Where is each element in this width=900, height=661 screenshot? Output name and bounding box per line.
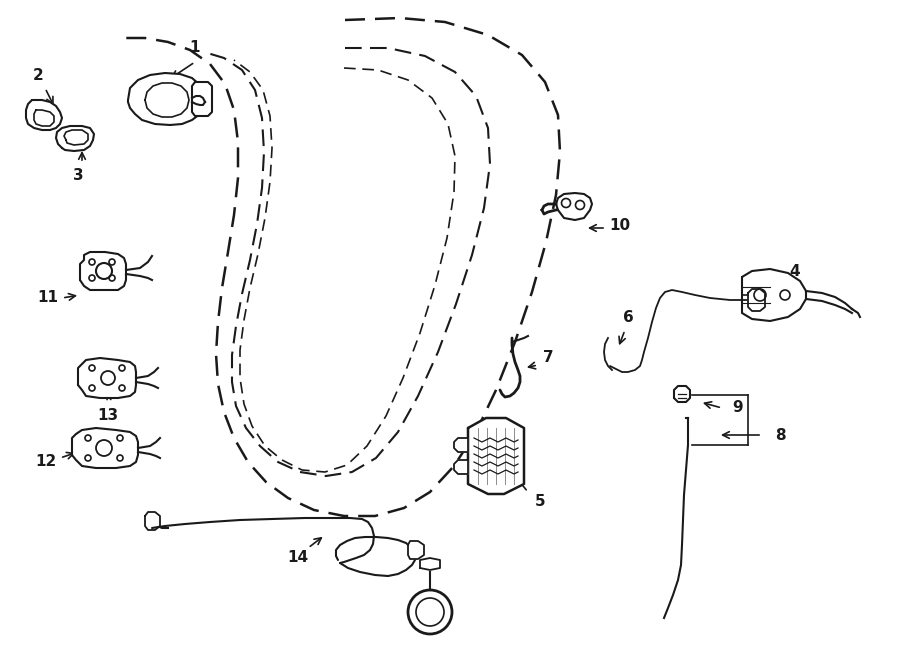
- Circle shape: [89, 385, 95, 391]
- Circle shape: [408, 590, 452, 634]
- Polygon shape: [192, 82, 212, 116]
- Circle shape: [89, 365, 95, 371]
- Text: 5: 5: [535, 494, 545, 510]
- Text: 1: 1: [190, 40, 200, 56]
- Text: 13: 13: [97, 407, 119, 422]
- Text: 6: 6: [623, 311, 634, 325]
- Circle shape: [85, 435, 91, 441]
- Text: 14: 14: [287, 551, 309, 566]
- Text: 9: 9: [733, 401, 743, 416]
- Text: 2: 2: [32, 67, 43, 83]
- Text: 7: 7: [543, 350, 553, 366]
- Polygon shape: [408, 541, 424, 559]
- Polygon shape: [454, 438, 468, 452]
- Polygon shape: [468, 418, 524, 494]
- Text: 4: 4: [789, 264, 800, 280]
- Polygon shape: [556, 193, 592, 220]
- Text: 3: 3: [73, 167, 84, 182]
- Circle shape: [109, 259, 115, 265]
- Polygon shape: [454, 460, 468, 474]
- Polygon shape: [72, 428, 138, 468]
- Polygon shape: [128, 73, 204, 125]
- Polygon shape: [748, 289, 765, 311]
- Text: 8: 8: [775, 428, 786, 442]
- Polygon shape: [80, 252, 126, 290]
- Polygon shape: [26, 100, 62, 130]
- Circle shape: [575, 200, 584, 210]
- Polygon shape: [56, 126, 94, 151]
- Polygon shape: [420, 558, 440, 570]
- Text: 11: 11: [38, 290, 58, 305]
- Circle shape: [89, 259, 95, 265]
- Polygon shape: [145, 83, 189, 117]
- Polygon shape: [78, 358, 136, 398]
- Circle shape: [117, 435, 123, 441]
- Circle shape: [117, 455, 123, 461]
- Circle shape: [89, 275, 95, 281]
- Text: 12: 12: [35, 455, 57, 469]
- Text: 10: 10: [609, 217, 631, 233]
- Circle shape: [109, 275, 115, 281]
- Polygon shape: [145, 512, 160, 530]
- Circle shape: [562, 198, 571, 208]
- Circle shape: [119, 385, 125, 391]
- Polygon shape: [742, 269, 806, 321]
- Polygon shape: [674, 386, 690, 402]
- Circle shape: [119, 365, 125, 371]
- Circle shape: [85, 455, 91, 461]
